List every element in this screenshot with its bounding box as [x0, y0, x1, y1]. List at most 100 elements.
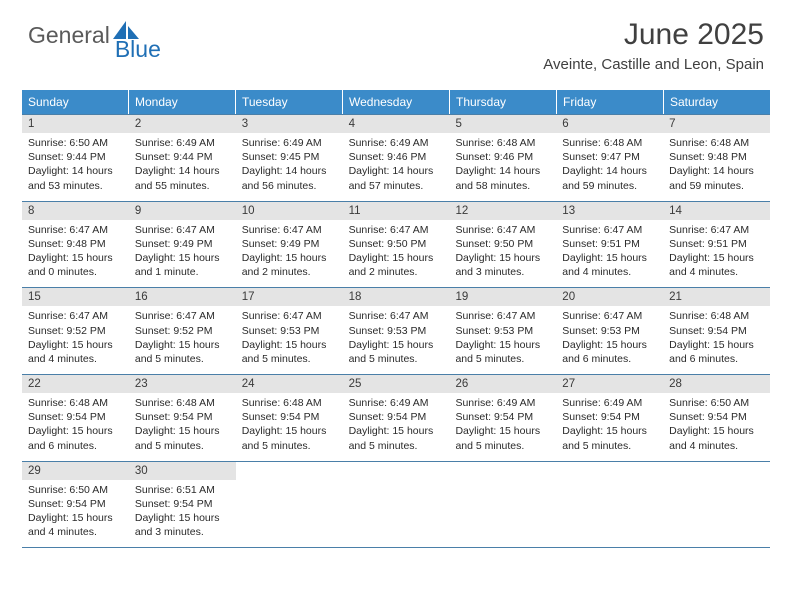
sunset-text: Sunset: 9:46 PM: [455, 150, 550, 164]
day-body: Sunrise: 6:49 AMSunset: 9:54 PMDaylight:…: [556, 393, 663, 461]
sunrise-text: Sunrise: 6:49 AM: [349, 136, 444, 150]
logo-word-2: Blue: [115, 36, 161, 63]
day-cell: 12Sunrise: 6:47 AMSunset: 9:50 PMDayligh…: [449, 202, 556, 288]
day-number: 20: [556, 288, 663, 306]
day-cell: .: [556, 462, 663, 548]
sunrise-text: Sunrise: 6:47 AM: [562, 309, 657, 323]
daylight-text: Daylight: 15 hours and 5 minutes.: [242, 338, 337, 366]
day-number: 2: [129, 115, 236, 133]
day-number: 27: [556, 375, 663, 393]
day-body: [236, 480, 343, 542]
daylight-text: Daylight: 15 hours and 5 minutes.: [135, 424, 230, 452]
sunrise-text: Sunrise: 6:49 AM: [135, 136, 230, 150]
page-subtitle: Aveinte, Castille and Leon, Spain: [543, 56, 764, 73]
sunset-text: Sunset: 9:49 PM: [242, 237, 337, 251]
sunrise-text: Sunrise: 6:51 AM: [135, 483, 230, 497]
day-number: 15: [22, 288, 129, 306]
day-cell: 28Sunrise: 6:50 AMSunset: 9:54 PMDayligh…: [663, 375, 770, 461]
weekday-header: Thursday: [450, 90, 557, 114]
week-row: 8Sunrise: 6:47 AMSunset: 9:48 PMDaylight…: [22, 201, 770, 288]
day-body: Sunrise: 6:49 AMSunset: 9:45 PMDaylight:…: [236, 133, 343, 201]
weekday-header: Friday: [557, 90, 664, 114]
weekday-header: Monday: [129, 90, 236, 114]
sunset-text: Sunset: 9:47 PM: [562, 150, 657, 164]
daylight-text: Daylight: 15 hours and 5 minutes.: [349, 338, 444, 366]
day-body: [343, 480, 450, 542]
daylight-text: Daylight: 14 hours and 53 minutes.: [28, 164, 123, 192]
sunset-text: Sunset: 9:46 PM: [349, 150, 444, 164]
day-cell: 25Sunrise: 6:49 AMSunset: 9:54 PMDayligh…: [343, 375, 450, 461]
sunset-text: Sunset: 9:50 PM: [455, 237, 550, 251]
weekday-header: Sunday: [22, 90, 129, 114]
day-cell: .: [449, 462, 556, 548]
daylight-text: Daylight: 15 hours and 2 minutes.: [242, 251, 337, 279]
day-cell: 23Sunrise: 6:48 AMSunset: 9:54 PMDayligh…: [129, 375, 236, 461]
sunset-text: Sunset: 9:44 PM: [135, 150, 230, 164]
sunrise-text: Sunrise: 6:47 AM: [28, 309, 123, 323]
daylight-text: Daylight: 14 hours and 57 minutes.: [349, 164, 444, 192]
day-cell: 1Sunrise: 6:50 AMSunset: 9:44 PMDaylight…: [22, 115, 129, 201]
day-cell: 18Sunrise: 6:47 AMSunset: 9:53 PMDayligh…: [343, 288, 450, 374]
day-body: Sunrise: 6:48 AMSunset: 9:54 PMDaylight:…: [129, 393, 236, 461]
day-number: 29: [22, 462, 129, 480]
daylight-text: Daylight: 14 hours and 59 minutes.: [562, 164, 657, 192]
sunset-text: Sunset: 9:53 PM: [562, 324, 657, 338]
day-cell: 27Sunrise: 6:49 AMSunset: 9:54 PMDayligh…: [556, 375, 663, 461]
daylight-text: Daylight: 14 hours and 56 minutes.: [242, 164, 337, 192]
day-number: 3: [236, 115, 343, 133]
day-cell: 16Sunrise: 6:47 AMSunset: 9:52 PMDayligh…: [129, 288, 236, 374]
logo-word-1: General: [28, 22, 110, 49]
daylight-text: Daylight: 15 hours and 4 minutes.: [28, 511, 123, 539]
daylight-text: Daylight: 14 hours and 58 minutes.: [455, 164, 550, 192]
day-cell: 3Sunrise: 6:49 AMSunset: 9:45 PMDaylight…: [236, 115, 343, 201]
day-body: Sunrise: 6:47 AMSunset: 9:50 PMDaylight:…: [343, 220, 450, 288]
sunrise-text: Sunrise: 6:47 AM: [242, 223, 337, 237]
day-number: 12: [449, 202, 556, 220]
day-cell: 22Sunrise: 6:48 AMSunset: 9:54 PMDayligh…: [22, 375, 129, 461]
sunrise-text: Sunrise: 6:48 AM: [669, 309, 764, 323]
header: June 2025 Aveinte, Castille and Leon, Sp…: [543, 18, 764, 73]
day-body: Sunrise: 6:48 AMSunset: 9:54 PMDaylight:…: [663, 306, 770, 374]
day-body: Sunrise: 6:49 AMSunset: 9:54 PMDaylight:…: [343, 393, 450, 461]
weekday-header: Saturday: [664, 90, 770, 114]
sunset-text: Sunset: 9:50 PM: [349, 237, 444, 251]
sunrise-text: Sunrise: 6:49 AM: [242, 136, 337, 150]
day-body: Sunrise: 6:49 AMSunset: 9:44 PMDaylight:…: [129, 133, 236, 201]
day-number: 11: [343, 202, 450, 220]
day-body: Sunrise: 6:48 AMSunset: 9:54 PMDaylight:…: [22, 393, 129, 461]
day-number: 14: [663, 202, 770, 220]
daylight-text: Daylight: 15 hours and 1 minute.: [135, 251, 230, 279]
weekday-header: Wednesday: [343, 90, 450, 114]
sunrise-text: Sunrise: 6:47 AM: [135, 309, 230, 323]
sunrise-text: Sunrise: 6:50 AM: [28, 136, 123, 150]
sunrise-text: Sunrise: 6:48 AM: [135, 396, 230, 410]
sunset-text: Sunset: 9:54 PM: [349, 410, 444, 424]
sunrise-text: Sunrise: 6:48 AM: [28, 396, 123, 410]
day-number: 7: [663, 115, 770, 133]
sunset-text: Sunset: 9:53 PM: [349, 324, 444, 338]
day-number: 18: [343, 288, 450, 306]
daylight-text: Daylight: 15 hours and 3 minutes.: [455, 251, 550, 279]
sunrise-text: Sunrise: 6:47 AM: [349, 223, 444, 237]
daylight-text: Daylight: 15 hours and 6 minutes.: [562, 338, 657, 366]
sunrise-text: Sunrise: 6:48 AM: [455, 136, 550, 150]
day-body: Sunrise: 6:47 AMSunset: 9:51 PMDaylight:…: [556, 220, 663, 288]
daylight-text: Daylight: 15 hours and 4 minutes.: [28, 338, 123, 366]
daylight-text: Daylight: 15 hours and 6 minutes.: [28, 424, 123, 452]
sunset-text: Sunset: 9:54 PM: [135, 497, 230, 511]
day-cell: 17Sunrise: 6:47 AMSunset: 9:53 PMDayligh…: [236, 288, 343, 374]
day-body: Sunrise: 6:47 AMSunset: 9:52 PMDaylight:…: [22, 306, 129, 374]
day-number: .: [556, 462, 663, 480]
day-cell: .: [663, 462, 770, 548]
day-cell: 10Sunrise: 6:47 AMSunset: 9:49 PMDayligh…: [236, 202, 343, 288]
day-cell: 26Sunrise: 6:49 AMSunset: 9:54 PMDayligh…: [449, 375, 556, 461]
day-cell: 21Sunrise: 6:48 AMSunset: 9:54 PMDayligh…: [663, 288, 770, 374]
day-number: 19: [449, 288, 556, 306]
day-body: Sunrise: 6:49 AMSunset: 9:46 PMDaylight:…: [343, 133, 450, 201]
day-body: Sunrise: 6:47 AMSunset: 9:48 PMDaylight:…: [22, 220, 129, 288]
day-number: 4: [343, 115, 450, 133]
day-cell: 29Sunrise: 6:50 AMSunset: 9:54 PMDayligh…: [22, 462, 129, 548]
day-number: 26: [449, 375, 556, 393]
day-number: 21: [663, 288, 770, 306]
sunrise-text: Sunrise: 6:48 AM: [669, 136, 764, 150]
